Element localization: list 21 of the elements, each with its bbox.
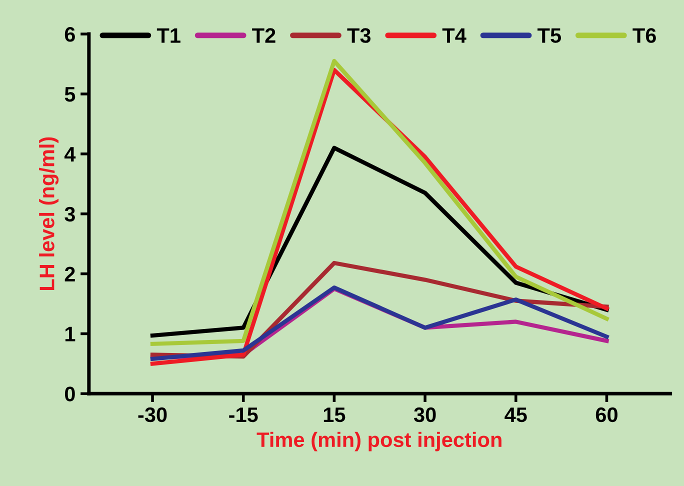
y-tick-label: 2 [64,266,75,282]
y-tick-label: 0 [64,386,75,402]
x-tick-label: 60 [596,407,618,422]
y-tick-label: 4 [64,147,76,162]
y-tick-label: 1 [65,326,76,342]
legend-label: T3 [347,28,371,43]
y-tick-label: 6 [64,27,75,42]
x-tick-label: 30 [414,407,436,422]
x-tick-label: 15 [324,408,346,422]
y-tick-label: 3 [64,206,75,222]
y-axis-title: LH level (ng/ml) [39,137,59,290]
legend-label: T2 [252,28,276,43]
legend-label: T5 [538,28,561,43]
y-tick-label: 5 [64,87,76,102]
x-tick-label: -15 [229,408,258,422]
legend-label: T6 [632,28,656,43]
legend-label: T4 [442,28,466,43]
legend-label: T1 [156,28,180,43]
x-tick-label: 45 [504,408,527,422]
x-tick-label: -30 [138,407,167,422]
x-axis-title: Time (min) post injection [256,432,502,452]
